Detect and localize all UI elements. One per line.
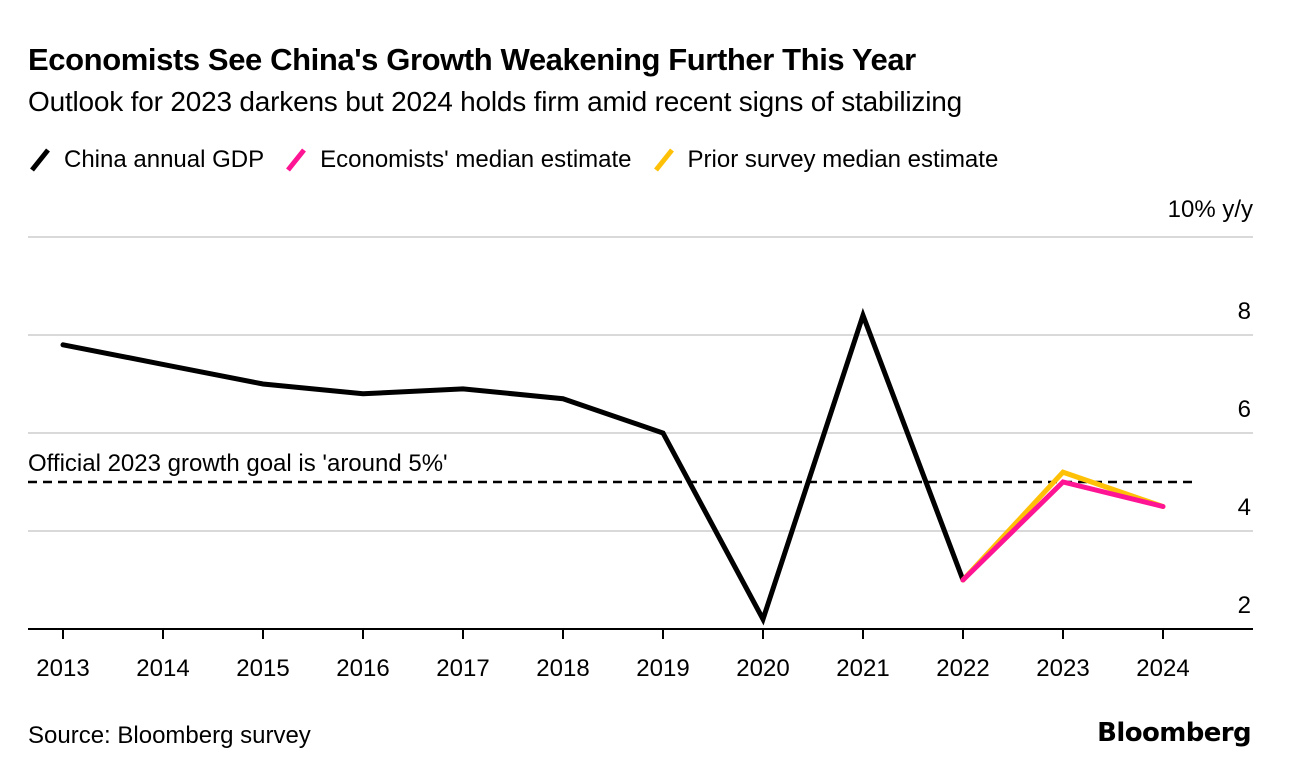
legend-item-gdp: China annual GDP	[28, 146, 264, 174]
x-tick-label-2016: 2016	[336, 655, 389, 682]
x-tick-label-2020: 2020	[736, 655, 789, 682]
x-tick-label-2015: 2015	[236, 655, 289, 682]
chart-subtitle: Outlook for 2023 darkens but 2024 holds …	[28, 86, 963, 117]
grid-layer	[28, 236, 1253, 532]
legend-label-gdp: China annual GDP	[64, 146, 265, 173]
y-axis-unit-label: 10% y/y	[1167, 196, 1253, 223]
legend: China annual GDP Economists' median esti…	[28, 146, 1018, 174]
source-note: Source: Bloomberg survey	[28, 722, 311, 749]
x-tick-label-2019: 2019	[636, 655, 689, 682]
y-axis-labels: 2 4 6 8	[1238, 298, 1251, 619]
x-tick-label-2024: 2024	[1136, 655, 1189, 682]
y-tick-label-2: 2	[1238, 592, 1251, 619]
x-tick-label-2022: 2022	[936, 655, 989, 682]
series-line-china-annual-gdp	[60, 307, 966, 626]
chart-title: Economists See China's Growth Weakening …	[28, 42, 916, 77]
annotation-layer: Official 2023 growth goal is 'around 5%'	[28, 450, 1197, 484]
x-axis: 2013 2014 2015 2016 2017 2018 2019 2020 2021 2022…	[28, 628, 1253, 682]
x-tick-label-2017: 2017	[436, 655, 489, 682]
x-tick-label-2021: 2021	[836, 655, 889, 682]
legend-item-economists: Economists' median estimate	[284, 146, 632, 174]
x-tick-label-2013: 2013	[36, 655, 89, 682]
series-line-prior-survey-median-estimate	[960, 469, 1166, 583]
legend-label-prior: Prior survey median estimate	[687, 146, 999, 173]
x-tick-label-2014: 2014	[136, 655, 189, 682]
legend-label-economists: Economists' median estimate	[320, 146, 632, 173]
series-layer	[60, 307, 1166, 626]
brand-logo: Bloomberg	[1097, 718, 1251, 748]
target-line-label: Official 2023 growth goal is 'around 5%'	[28, 450, 448, 477]
y-tick-label-6: 6	[1238, 396, 1251, 423]
legend-swatch-gdp-icon	[30, 148, 50, 172]
y-tick-label-8: 8	[1238, 298, 1251, 325]
legend-swatch-prior-icon	[653, 148, 674, 172]
x-tick-label-2018: 2018	[536, 655, 589, 682]
legend-item-prior: Prior survey median estimate	[652, 146, 999, 174]
legend-swatch-economists-icon	[286, 148, 307, 172]
y-tick-label-4: 4	[1238, 494, 1251, 521]
x-tick-label-2023: 2023	[1036, 655, 1089, 682]
